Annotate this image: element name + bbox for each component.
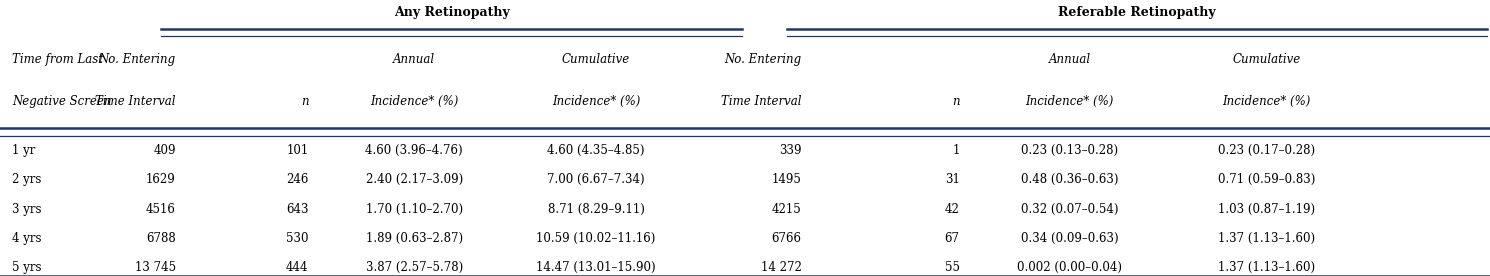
- Text: n: n: [301, 95, 308, 108]
- Text: 1: 1: [952, 144, 960, 157]
- Text: 5 yrs: 5 yrs: [12, 261, 42, 274]
- Text: Incidence* (%): Incidence* (%): [1025, 95, 1115, 108]
- Text: Any Retinopathy: Any Retinopathy: [393, 6, 510, 19]
- Text: 4.60 (4.35–4.85): 4.60 (4.35–4.85): [547, 144, 645, 157]
- Text: 14.47 (13.01–15.90): 14.47 (13.01–15.90): [536, 261, 656, 274]
- Text: 0.32 (0.07–0.54): 0.32 (0.07–0.54): [1021, 203, 1119, 216]
- Text: Cumulative: Cumulative: [1232, 53, 1301, 66]
- Text: Incidence* (%): Incidence* (%): [551, 95, 641, 108]
- Text: No. Entering: No. Entering: [98, 53, 176, 66]
- Text: 2.40 (2.17–3.09): 2.40 (2.17–3.09): [365, 173, 463, 186]
- Text: 1.37 (1.13–1.60): 1.37 (1.13–1.60): [1217, 261, 1316, 274]
- Text: 0.23 (0.17–0.28): 0.23 (0.17–0.28): [1217, 144, 1316, 157]
- Text: 4 yrs: 4 yrs: [12, 232, 42, 245]
- Text: 1 yr: 1 yr: [12, 144, 36, 157]
- Text: 6766: 6766: [772, 232, 802, 245]
- Text: 0.48 (0.36–0.63): 0.48 (0.36–0.63): [1021, 173, 1119, 186]
- Text: Negative Screen: Negative Screen: [12, 95, 112, 108]
- Text: 1.70 (1.10–2.70): 1.70 (1.10–2.70): [365, 203, 463, 216]
- Text: 67: 67: [945, 232, 960, 245]
- Text: 0.71 (0.59–0.83): 0.71 (0.59–0.83): [1217, 173, 1316, 186]
- Text: 1.89 (0.63–2.87): 1.89 (0.63–2.87): [365, 232, 463, 245]
- Text: Annual: Annual: [393, 53, 435, 66]
- Text: 14 272: 14 272: [761, 261, 802, 274]
- Text: 0.23 (0.13–0.28): 0.23 (0.13–0.28): [1021, 144, 1119, 157]
- Text: Cumulative: Cumulative: [562, 53, 630, 66]
- Text: 101: 101: [286, 144, 308, 157]
- Text: No. Entering: No. Entering: [724, 53, 802, 66]
- Text: 643: 643: [286, 203, 308, 216]
- Text: 339: 339: [779, 144, 802, 157]
- Text: 1.37 (1.13–1.60): 1.37 (1.13–1.60): [1217, 232, 1316, 245]
- Text: 409: 409: [153, 144, 176, 157]
- Text: 6788: 6788: [146, 232, 176, 245]
- Text: Referable Retinopathy: Referable Retinopathy: [1058, 6, 1216, 19]
- Text: 13 745: 13 745: [134, 261, 176, 274]
- Text: n: n: [952, 95, 960, 108]
- Text: 4215: 4215: [772, 203, 802, 216]
- Text: 31: 31: [945, 173, 960, 186]
- Text: 55: 55: [945, 261, 960, 274]
- Text: 0.002 (0.00–0.04): 0.002 (0.00–0.04): [1018, 261, 1122, 274]
- Text: Annual: Annual: [1049, 53, 1091, 66]
- Text: 2 yrs: 2 yrs: [12, 173, 42, 186]
- Text: 246: 246: [286, 173, 308, 186]
- Text: Time from Last: Time from Last: [12, 53, 103, 66]
- Text: 4516: 4516: [146, 203, 176, 216]
- Text: 7.00 (6.67–7.34): 7.00 (6.67–7.34): [547, 173, 645, 186]
- Text: 1629: 1629: [146, 173, 176, 186]
- Text: Time Interval: Time Interval: [721, 95, 802, 108]
- Text: 3 yrs: 3 yrs: [12, 203, 42, 216]
- Text: Incidence* (%): Incidence* (%): [370, 95, 459, 108]
- Text: 1.03 (0.87–1.19): 1.03 (0.87–1.19): [1217, 203, 1316, 216]
- Text: 8.71 (8.29–9.11): 8.71 (8.29–9.11): [547, 203, 645, 216]
- Text: 444: 444: [286, 261, 308, 274]
- Text: Time Interval: Time Interval: [95, 95, 176, 108]
- Text: 530: 530: [286, 232, 308, 245]
- Text: 0.34 (0.09–0.63): 0.34 (0.09–0.63): [1021, 232, 1119, 245]
- Text: 1495: 1495: [772, 173, 802, 186]
- Text: 42: 42: [945, 203, 960, 216]
- Text: Incidence* (%): Incidence* (%): [1222, 95, 1311, 108]
- Text: 3.87 (2.57–5.78): 3.87 (2.57–5.78): [365, 261, 463, 274]
- Text: 10.59 (10.02–11.16): 10.59 (10.02–11.16): [536, 232, 656, 245]
- Text: 4.60 (3.96–4.76): 4.60 (3.96–4.76): [365, 144, 463, 157]
